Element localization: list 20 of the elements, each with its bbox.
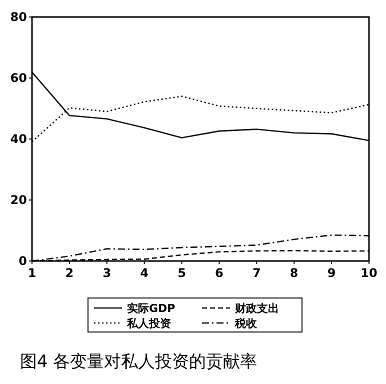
legend-label: 财政支出 — [234, 302, 279, 315]
legend-label: 税收 — [234, 316, 258, 330]
y-tick-label: 20 — [10, 193, 27, 208]
x-tick-label: 1 — [28, 266, 36, 280]
x-tick-label: 5 — [178, 266, 186, 280]
y-tick-label: 80 — [10, 10, 27, 24]
x-tick-label: 7 — [252, 266, 261, 280]
x-tick-label: 8 — [290, 266, 298, 280]
x-tick-label: 4 — [140, 266, 149, 280]
x-tick-label: 9 — [327, 266, 336, 280]
text: 图4 各变量对私人投资的贡献率 — [20, 352, 258, 372]
x-tick-label: 10 — [360, 266, 378, 280]
legend-label: 实际GDP — [127, 302, 176, 315]
x-tick-label: 3 — [102, 266, 112, 280]
legend-label: 私人投资 — [126, 316, 171, 330]
x-tick-label: 6 — [215, 266, 224, 280]
x-tick-label: 2 — [65, 266, 74, 280]
y-tick-label: 40 — [10, 132, 27, 146]
y-tick-label: 0 — [18, 254, 27, 268]
y-tick-label: 60 — [10, 71, 27, 86]
